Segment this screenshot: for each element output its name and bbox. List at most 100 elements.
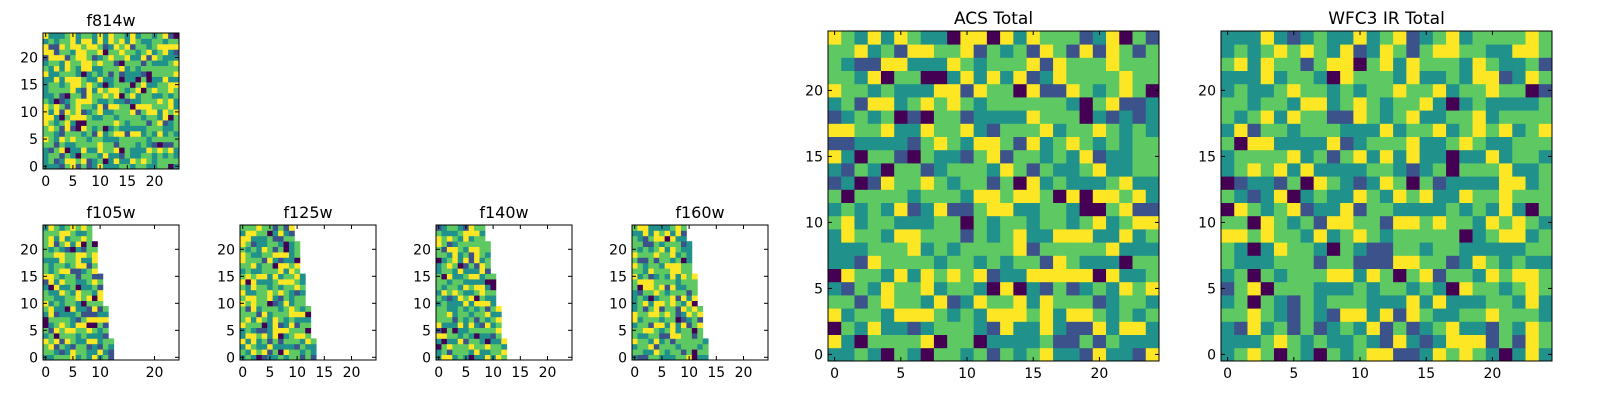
heatmap-cell [173,33,180,39]
heatmap-cell [894,281,908,296]
heatmap-cell [310,338,317,345]
heatmap-cell [1340,31,1354,45]
heatmap-cell [653,322,660,328]
heatmap-cell [64,103,71,110]
heatmap-cell [1472,229,1487,243]
heatmap-cell [686,257,693,264]
heatmap-cell [1538,215,1553,230]
heatmap-cell [1066,163,1080,177]
heatmap-cell [43,114,49,121]
heatmap-cell [1538,295,1553,309]
heatmap-cell [1287,97,1301,111]
heatmap-cell [1525,268,1540,283]
heatmap-cell [1446,347,1460,362]
heatmap-cell [91,284,98,291]
heatmap-cell [653,349,660,355]
heatmap-cell [140,163,147,170]
heatmap-cell [157,65,164,72]
heatmap-cell [632,349,638,355]
x-tick-label: 20 [1484,366,1502,382]
heatmap-cell [1145,255,1160,269]
heatmap-cell [278,306,284,312]
heatmap-cell [648,316,655,323]
heatmap-cell [664,268,671,274]
heatmap-cell [119,33,125,39]
heatmap-cell [637,333,644,339]
y-tick-label: 0 [1207,347,1216,363]
heatmap-cell [81,65,87,72]
heatmap-cell [168,120,174,126]
heatmap-cell [664,241,671,247]
heatmap-cell [1538,97,1553,111]
heatmap-cell [256,284,263,291]
heatmap-cell [140,114,147,121]
heatmap-cell [113,120,120,126]
heatmap-cell [484,262,491,269]
heatmap-cell [64,343,71,350]
heatmap-cell [452,295,459,301]
heatmap-cell [474,300,480,307]
heatmap-cell [920,57,935,71]
heatmap-cell [495,306,502,312]
heatmap-cell [70,327,77,334]
heatmap-cell [1419,189,1434,203]
heatmap-cell [272,241,279,247]
heatmap-cell [108,130,115,137]
heatmap-cell [653,284,660,291]
heatmap-cell [81,76,87,83]
heatmap-cell [48,163,55,170]
heatmap-cell [43,338,49,345]
heatmap-cell [867,176,882,190]
heatmap-cell [59,114,66,121]
heatmap-cell [256,354,263,361]
heatmap-cell [81,38,87,45]
heatmap-cell [64,92,71,99]
heatmap-cell [1353,255,1368,269]
heatmap-cell [894,295,908,309]
heatmap-cells [240,225,317,361]
heatmap-cell [299,284,306,291]
heatmap-cell [157,114,164,121]
heatmap-cell [1432,308,1447,322]
heatmap-cell [894,44,908,58]
heatmap-cell [691,349,698,355]
heatmap-cell [441,311,448,318]
heatmap-cell [436,262,442,269]
heatmap-cell [1066,295,1080,309]
heatmap-cell [240,279,246,285]
heatmap-cell [484,306,491,312]
heatmap-cell [91,130,98,137]
heatmap-cell [272,327,279,334]
heatmap-cell [501,343,508,350]
heatmap-cell [1446,31,1460,45]
heatmap-cell [933,44,948,58]
heatmap-cell [920,215,935,230]
heatmap-cell [686,327,693,334]
heatmap-cell [168,92,174,99]
heatmap-cell [245,327,252,334]
heatmap-cell [250,338,257,345]
heatmap-cell [457,289,464,296]
heatmap-cell [1287,31,1301,45]
heatmap-cell [267,349,274,355]
heatmap-cell [1538,189,1553,203]
heatmap-cell [1472,97,1487,111]
x-tick-label: 5 [461,365,470,381]
y-tick-label: 5 [29,323,38,339]
heatmap-cell [113,141,120,148]
heatmap-cell [59,295,66,301]
heatmap-cell [1066,334,1080,349]
heatmap-cell [1066,202,1080,217]
heatmap-cell [146,76,153,83]
heatmap-cell [283,311,290,318]
heatmap-cell [457,284,464,291]
heatmap-cell [1485,215,1500,230]
heatmap-cell [648,225,655,231]
heatmap-cell [102,333,109,339]
heatmap-cell [1313,176,1328,190]
heatmap-cell [240,343,246,350]
heatmap-cell [48,316,55,323]
heatmap-cell [70,103,77,110]
heatmap-cell [130,81,136,88]
heatmap-cell [828,163,842,177]
